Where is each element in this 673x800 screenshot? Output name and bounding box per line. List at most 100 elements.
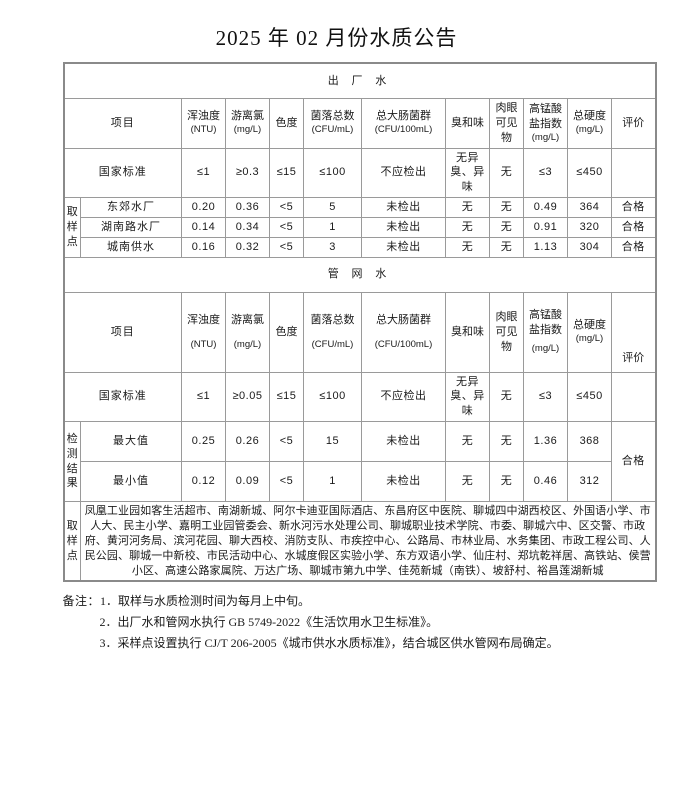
- cell-evaluation-factory-1: 合格: [611, 216, 656, 238]
- standard-free-chlorine-network: ≥0.05: [225, 371, 270, 423]
- group-label-char-2: 点: [66, 235, 78, 248]
- section-heading-factory: 出 厂 水: [63, 62, 656, 99]
- group-label-char-1: 样: [66, 534, 78, 547]
- cell-visible-matter-factory-0: 无: [489, 197, 524, 218]
- standard-row-network: 国家标准 ≤1 ≥0.05 ≤15 ≤100 不应检出 无异臭、异味 无 ≤3 …: [63, 371, 656, 423]
- standard-odor-taste-network: 无异臭、异味: [445, 371, 490, 423]
- header-hardness-network: 总硬度 (mg/L): [567, 291, 612, 373]
- notes-block: 备注：1．取样与水质检测时间为每月上中旬。 2．出厂水和管网水执行 GB 574…: [63, 582, 611, 654]
- header-hardness-name: 总硬度: [573, 110, 606, 123]
- header-free-chlorine-name: 游离氯: [231, 110, 264, 123]
- cell-permanganate-factory-2: 1.13: [523, 236, 568, 258]
- table-row-network-0: 检 测 结 果 最大值 0.25 0.26 <5 15 未检出 无 无 1.36…: [63, 421, 656, 503]
- standard-visible-matter-network: 无: [489, 371, 524, 423]
- header-free-chlorine-network: 游离氯 (mg/L): [225, 291, 270, 373]
- cell-odor-taste-factory-0: 无: [445, 197, 490, 218]
- group-label-sampling-points-factory: 取 样 点: [63, 197, 81, 258]
- group-label-char-2: 点: [66, 549, 78, 562]
- standard-hardness-network: ≤450: [567, 371, 612, 423]
- group-label-char-0: 检: [66, 432, 78, 445]
- header-odor-taste-factory: 臭和味: [445, 98, 490, 149]
- header-colony-count-name: 菌落总数: [310, 110, 355, 123]
- cell-coliform-factory-2: 未检出: [361, 236, 446, 258]
- table-row-factory-0: 取 样 点 东郊水厂 0.20 0.36 <5 5 未检出 无 无 0.49 3…: [63, 197, 656, 258]
- cell-permanganate-network-1: 0.46: [523, 461, 568, 503]
- cell-chroma-factory-0: <5: [269, 197, 304, 218]
- cell-evaluation-factory-0: 合格: [611, 197, 656, 218]
- cell-hardness-network-1: 312: [567, 461, 612, 503]
- standard-chroma-factory: ≤15: [269, 147, 304, 199]
- cell-permanganate-factory-1: 0.91: [523, 216, 568, 238]
- standard-colony-count-network: ≤100: [303, 371, 362, 423]
- group-label-char-2: 结: [66, 462, 78, 475]
- standard-turbidity-network: ≤1: [181, 371, 226, 423]
- section-heading-network: 管 网 水: [63, 256, 656, 293]
- cell-free-chlorine-factory-1: 0.34: [225, 216, 270, 238]
- header-free-chlorine-unit-network: (mg/L): [233, 338, 262, 350]
- cell-chroma-factory-1: <5: [269, 216, 304, 238]
- header-item-factory: 项目: [63, 98, 182, 149]
- group-label-char-0: 取: [66, 206, 78, 219]
- header-coliform-name: 总大肠菌群: [376, 110, 431, 123]
- header-permanganate-unit-network: (mg/L): [531, 343, 560, 355]
- standard-evaluation-factory: [611, 147, 656, 199]
- header-colony-count-unit-network: (CFU/mL): [311, 338, 354, 350]
- cell-coliform-network-1: 未检出: [361, 461, 446, 503]
- cell-chroma-network-1: <5: [269, 461, 304, 503]
- cell-hardness-factory-0: 364: [567, 197, 612, 218]
- header-free-chlorine-name-network: 游离氯: [231, 313, 264, 326]
- group-label-sampling-points-list: 取 样 点: [63, 501, 81, 582]
- standard-turbidity-factory: ≤1: [181, 147, 226, 199]
- standard-permanganate-factory: ≤3: [523, 147, 568, 199]
- header-free-chlorine-factory: 游离氯 (mg/L): [225, 98, 270, 149]
- header-colony-count-unit: (CFU/mL): [311, 124, 354, 136]
- cell-free-chlorine-network-0: 0.26: [225, 421, 270, 463]
- cell-visible-matter-factory-1: 无: [489, 216, 524, 238]
- header-chroma-name-network: 色度: [275, 325, 298, 338]
- cell-turbidity-factory-2: 0.16: [181, 236, 226, 258]
- header-evaluation-factory: 评价: [611, 98, 656, 149]
- standard-free-chlorine-factory: ≥0.3: [225, 147, 270, 199]
- header-visible-matter-name: 肉眼可见物: [495, 102, 518, 144]
- cell-turbidity-factory-1: 0.14: [181, 216, 226, 238]
- header-item-network: 项目: [63, 291, 182, 373]
- header-turbidity-unit: (NTU): [190, 124, 217, 136]
- header-free-chlorine-unit: (mg/L): [233, 124, 262, 136]
- cell-evaluation-network: 合格: [611, 421, 656, 503]
- note-item-3: 3．采样点设置执行 CJ/T 206-2005《城市供水水质标准》，结合城区供水…: [99, 636, 559, 651]
- cell-odor-taste-factory-1: 无: [445, 216, 490, 238]
- header-turbidity-factory: 浑浊度 (NTU): [181, 98, 226, 149]
- standard-coliform-network: 不应检出: [361, 371, 446, 423]
- group-label-char-1: 测: [66, 447, 78, 460]
- header-permanganate-name-network: 高锰酸盐指数: [529, 309, 562, 337]
- cell-permanganate-factory-0: 0.49: [523, 197, 568, 218]
- standard-colony-count-factory: ≤100: [303, 147, 362, 199]
- cell-turbidity-factory-0: 0.20: [181, 197, 226, 218]
- sampling-points-row: 取 样 点 凤凰工业园如客生活超市、南湖新城、阿尔卡迪亚国际酒店、东昌府区中医院…: [63, 501, 656, 582]
- note-item-1: 1．取样与水质检测时间为每月上中旬。: [100, 594, 311, 609]
- note-line-3: 3．采样点设置执行 CJ/T 206-2005《城市供水水质标准》，结合城区供水…: [63, 633, 611, 654]
- header-colony-count-name-network: 菌落总数: [310, 313, 355, 326]
- note-line-1: 备注：1．取样与水质检测时间为每月上中旬。: [63, 591, 611, 612]
- header-turbidity-unit-network: (NTU): [190, 338, 217, 350]
- cell-coliform-factory-0: 未检出: [361, 197, 446, 218]
- cell-permanganate-network-0: 1.36: [523, 421, 568, 463]
- row-label-factory-2: 城南供水: [80, 236, 182, 258]
- cell-coliform-factory-1: 未检出: [361, 216, 446, 238]
- cell-turbidity-network-0: 0.25: [181, 421, 226, 463]
- cell-odor-taste-network-1: 无: [445, 461, 490, 503]
- cell-hardness-network-0: 368: [567, 421, 612, 463]
- cell-odor-taste-network-0: 无: [445, 421, 490, 463]
- header-coliform-network: 总大肠菌群 (CFU/100mL): [361, 291, 446, 373]
- row-label-factory-0: 东郊水厂: [80, 197, 182, 218]
- header-coliform-unit: (CFU/100mL): [374, 124, 433, 136]
- group-label-char-1: 样: [66, 220, 78, 233]
- cell-colony-count-factory-2: 3: [303, 236, 362, 258]
- header-hardness-unit-network: (mg/L): [575, 333, 604, 345]
- header-turbidity-network: 浑浊度 (NTU): [181, 291, 226, 373]
- standard-odor-taste-factory: 无异臭、异味: [445, 147, 490, 199]
- notes-label: 备注：: [62, 594, 101, 609]
- header-evaluation-network: 评价: [611, 291, 656, 373]
- note-line-2: 2．出厂水和管网水执行 GB 5749-2022《生活饮用水卫生标准》。: [63, 612, 611, 633]
